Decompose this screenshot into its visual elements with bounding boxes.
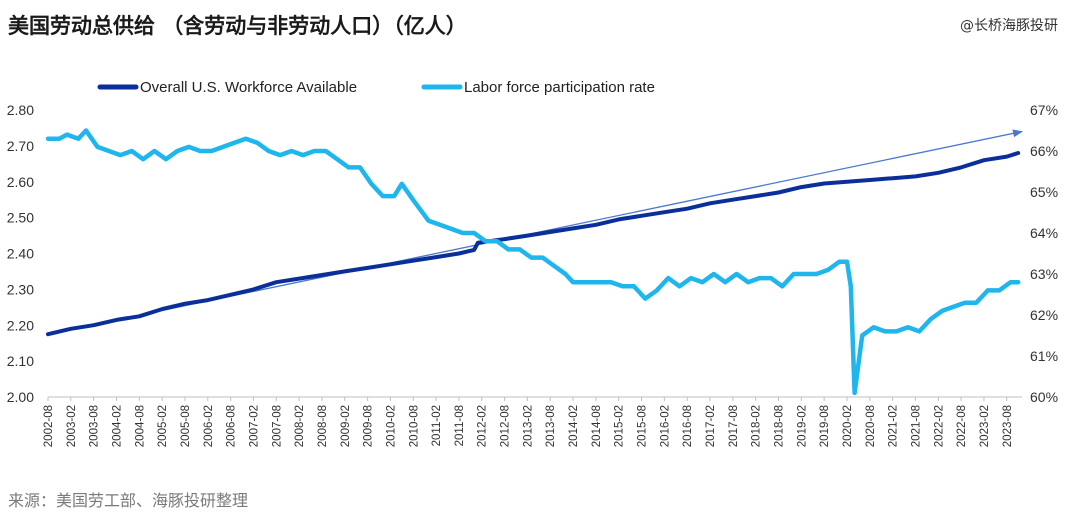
y-left-tick-label: 2.30 (7, 281, 34, 297)
x-tick-label: 2015-02 (614, 405, 626, 447)
x-tick-label: 2020-08 (865, 405, 877, 447)
x-tick-label: 2006-08 (226, 405, 238, 447)
y-right-tick-label: 61% (1030, 348, 1058, 364)
x-tick-label: 2019-08 (819, 405, 831, 447)
y-left-tick-label: 2.60 (7, 174, 34, 190)
x-tick-label: 2007-02 (248, 405, 260, 447)
x-tick-label: 2009-02 (340, 405, 352, 447)
series-line-workforce (46, 151, 1021, 337)
axes: 2.00 2.10 2.20 2.30 2.40 2.50 2.60 2.70 2.80 60% 6… (7, 102, 1058, 447)
x-tick-label: 2021-08 (910, 405, 922, 447)
y-left-tick-label: 2.00 (7, 389, 34, 405)
x-tick-label: 2011-08 (454, 405, 466, 446)
y-right-tick-label: 63% (1030, 266, 1058, 282)
x-tick-label: 2011-02 (431, 405, 443, 446)
y-right-tick-label: 62% (1030, 307, 1058, 323)
x-tick-label: 2018-08 (774, 405, 786, 447)
x-tick-label: 2017-02 (705, 405, 717, 447)
series-line-participation (45, 128, 1021, 396)
x-tick-label: 2021-02 (888, 405, 900, 447)
x-tick-label: 2017-08 (728, 405, 740, 447)
source-note: 来源：美国劳工部、海豚投研整理 (8, 491, 249, 510)
y-left-tick-label: 2.10 (7, 353, 34, 369)
x-tick-label: 2008-08 (317, 405, 329, 447)
y-right-tick-label: 60% (1030, 389, 1058, 405)
x-tick-label: 2007-08 (271, 405, 283, 447)
x-tick-label: 2003-08 (89, 405, 101, 447)
y-left-tick-label: 2.20 (7, 317, 34, 333)
x-tick-label: 2016-02 (659, 405, 671, 447)
x-tick-label: 2004-08 (134, 405, 146, 447)
x-tick-label: 2009-08 (363, 405, 375, 447)
y-right-tick-label: 66% (1030, 143, 1058, 159)
y-right-tick-label: 65% (1030, 184, 1058, 200)
x-tick-label: 2004-02 (111, 405, 123, 447)
y-left-tick-label: 2.80 (7, 102, 34, 118)
x-tick-label: 2023-02 (979, 405, 991, 447)
x-tick-label: 2020-02 (842, 405, 854, 447)
x-tick-label: 2018-02 (751, 405, 763, 447)
x-tick-label: 2005-02 (157, 405, 169, 447)
y-left-tick-label: 2.40 (7, 246, 34, 262)
x-tick-label: 2010-08 (408, 405, 420, 447)
x-tick-label: 2013-02 (522, 405, 534, 447)
x-tick-label: 2010-02 (385, 405, 397, 447)
legend-label-participation[interactable]: Labor force participation rate (464, 79, 655, 96)
x-tick-label: 2015-08 (637, 405, 649, 447)
x-tick-label: 2014-02 (568, 405, 580, 447)
x-tick-label: 2023-08 (1002, 405, 1014, 447)
x-tick-label: 2003-02 (66, 405, 78, 447)
x-tick-label: 2016-08 (682, 405, 694, 447)
legend: Overall U.S. Workforce Available Labor f… (97, 79, 655, 96)
brand-watermark: @长桥海豚投研 (960, 18, 1058, 34)
x-tick-label: 2014-08 (591, 405, 603, 447)
x-tick-label: 2012-02 (477, 405, 489, 447)
x-tick-label: 2013-08 (545, 405, 557, 447)
x-tick-label: 2012-08 (500, 405, 512, 447)
chart-title: 美国劳动总供给 （含劳动与非劳动人口）（亿人） (8, 14, 467, 38)
x-tick-label: 2019-02 (796, 405, 808, 447)
y-left-tick-label: 2.70 (7, 138, 34, 154)
x-tick-label: 2002-08 (43, 405, 55, 447)
x-tick-label: 2005-08 (180, 405, 192, 447)
x-tick-label: 2008-02 (294, 405, 306, 447)
series (45, 128, 1023, 396)
y-right-tick-label: 67% (1030, 102, 1058, 118)
x-tick-label: 2006-02 (203, 405, 215, 447)
x-tick-label: 2022-02 (933, 405, 945, 447)
y-left-tick-label: 2.50 (7, 210, 34, 226)
legend-label-workforce[interactable]: Overall U.S. Workforce Available (140, 79, 357, 96)
y-right-tick-label: 64% (1030, 225, 1058, 241)
x-tick-label: 2022-08 (956, 405, 968, 447)
